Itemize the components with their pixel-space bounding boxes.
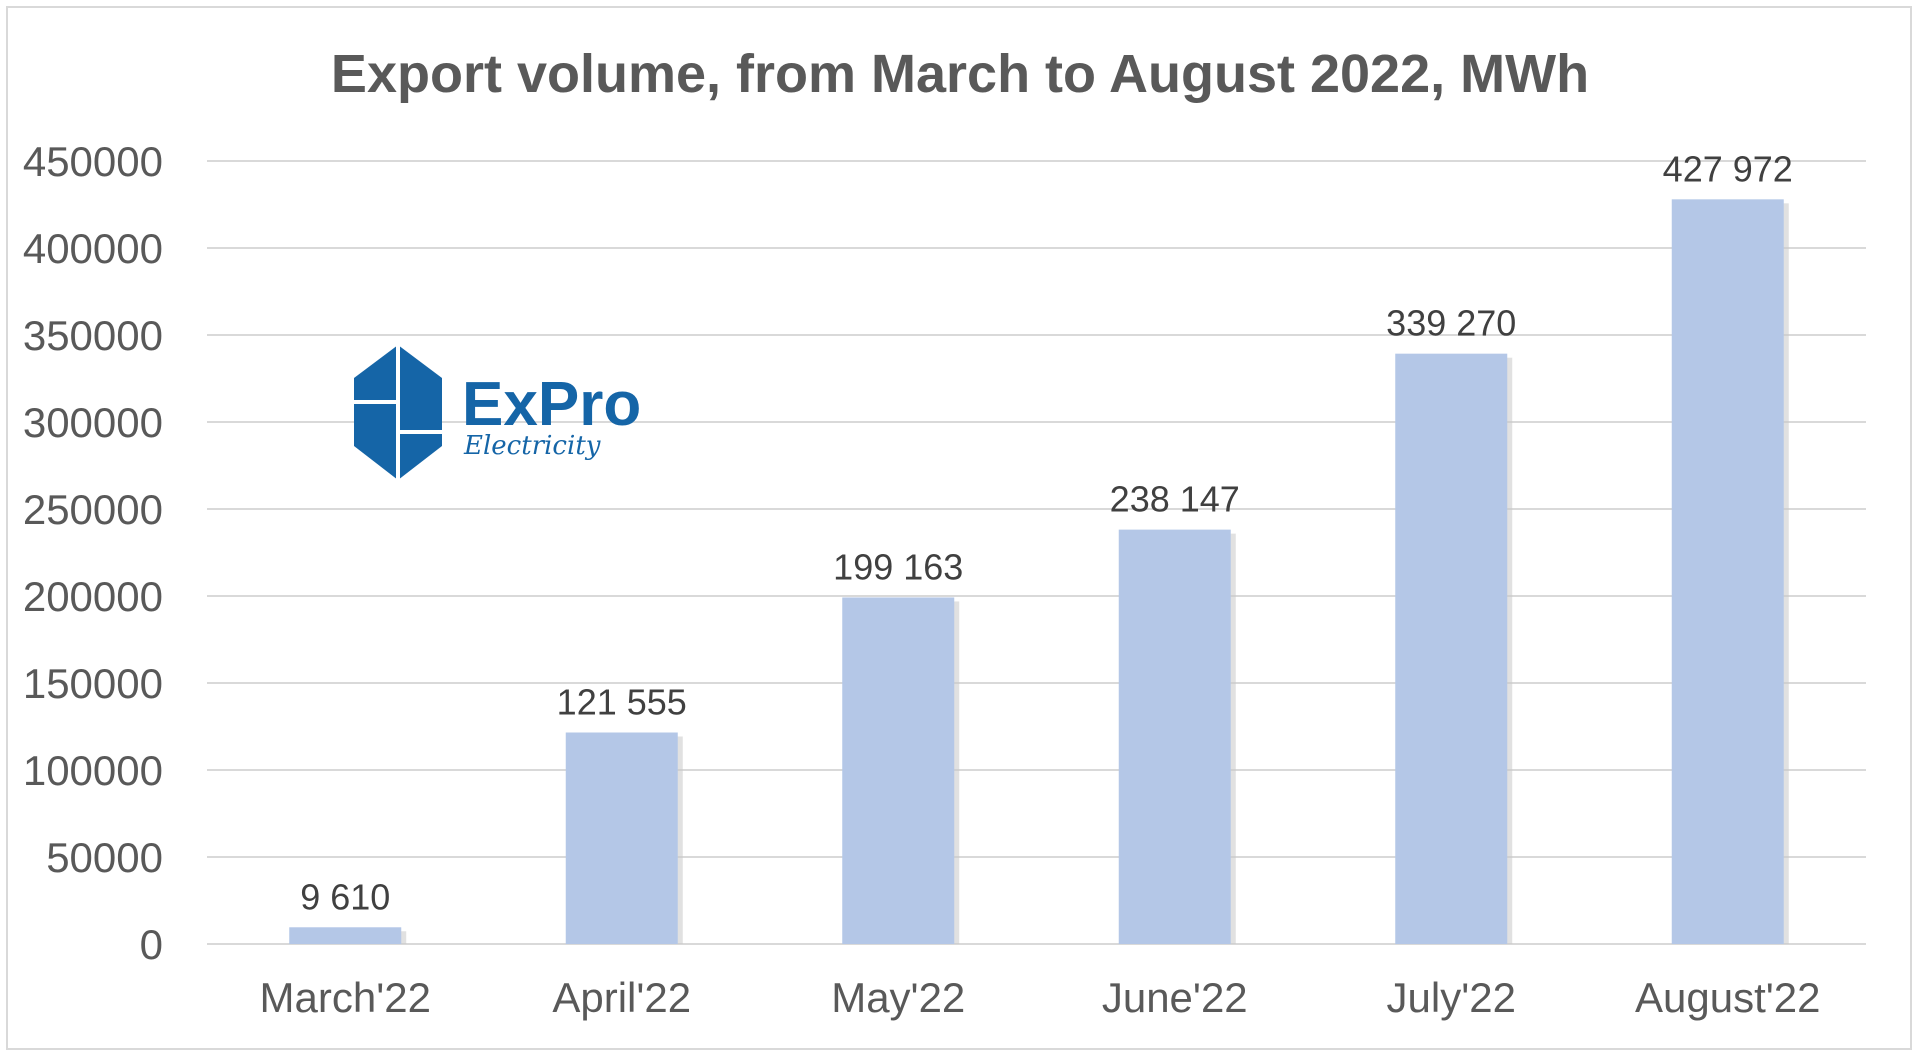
data-label: 427 972 [1663,148,1793,189]
y-tick-label: 350000 [23,312,163,359]
x-tick-label: March'22 [260,974,431,1021]
chart-title: Export volume, from March to August 2022… [331,44,1589,104]
y-tick-label: 100000 [23,747,163,794]
x-tick-label: June'22 [1102,974,1248,1021]
y-tick-label: 50000 [46,834,163,881]
bar-0 [289,927,402,944]
data-label: 199 163 [833,546,963,587]
y-tick-label: 150000 [23,660,163,707]
expro-logo: ExPro Electricity [354,345,641,480]
y-tick-label: 250000 [23,486,163,533]
logo-wordmark: ExPro [462,370,641,439]
data-label: 121 555 [557,681,687,722]
bar-5 [1671,199,1784,944]
data-labels: 9 610 121 555 199 163 238 147 339 270 427 972 [300,148,1793,917]
data-label: 238 147 [1110,479,1240,520]
y-tick-label: 0 [140,921,163,968]
bar-1 [565,732,678,944]
y-tick-label: 200000 [23,573,163,620]
y-tick-label: 300000 [23,399,163,446]
y-tick-label: 400000 [23,225,163,272]
x-tick-label: April'22 [552,974,691,1021]
y-axis-ticks: 0 50000 100000 150000 200000 250000 300000 3500… [23,138,163,968]
data-label: 339 270 [1386,303,1516,344]
gridlines [207,160,1866,945]
x-tick-label: July'22 [1387,974,1516,1021]
x-tick-label: May'22 [831,974,965,1021]
bar-4 [1395,353,1508,945]
x-tick-label: August'22 [1635,974,1821,1021]
bar-3 [1118,529,1231,944]
bar-2 [842,597,955,944]
bars [289,199,1789,945]
logo-tagline: Electricity [463,431,601,461]
y-tick-label: 450000 [23,138,163,185]
data-label: 9 610 [300,876,390,917]
x-axis-ticks: March'22 April'22 May'22 June'22 July'22 Augu… [260,974,1821,1021]
